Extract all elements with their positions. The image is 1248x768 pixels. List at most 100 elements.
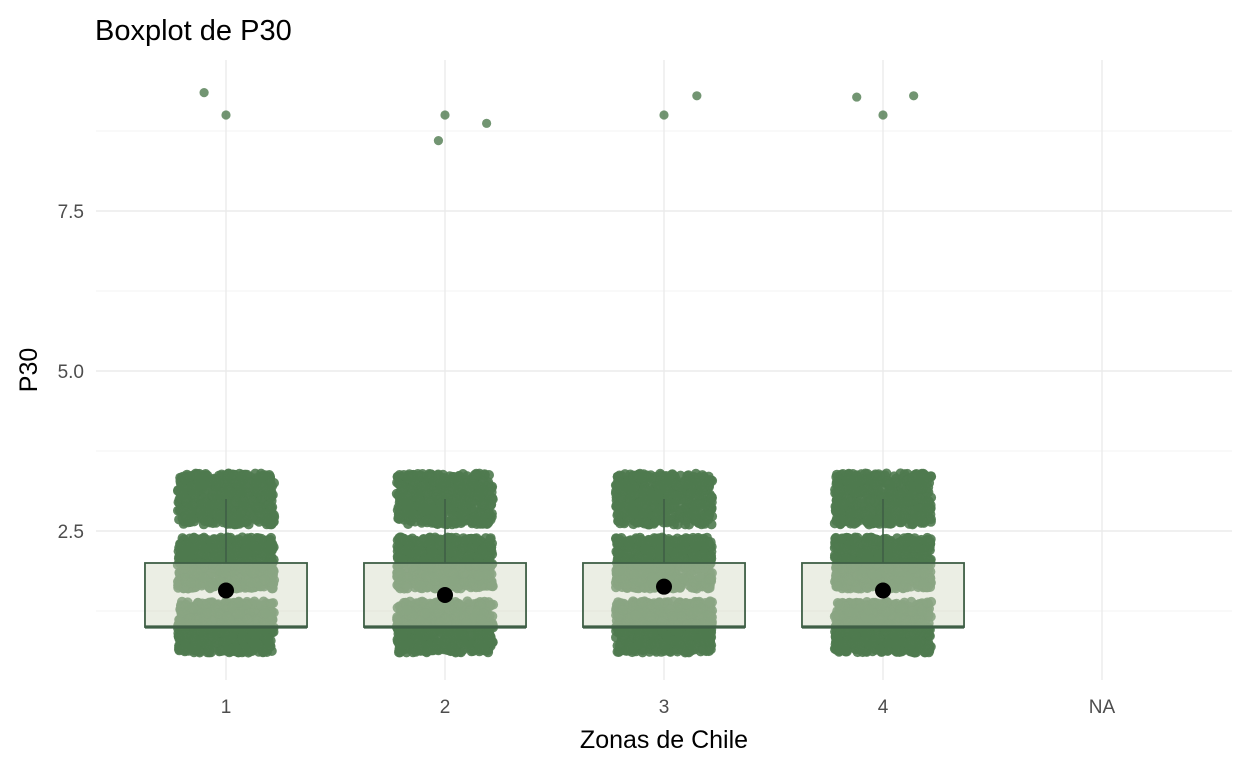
- jitter-point: [466, 516, 477, 527]
- jitter-point: [705, 636, 716, 647]
- jitter-point: [659, 641, 670, 651]
- jitter-point: [399, 496, 410, 507]
- jitter-point: [181, 545, 192, 556]
- jitter-point: [216, 645, 227, 656]
- jitter-point: [231, 644, 242, 655]
- jitter-point: [633, 639, 643, 650]
- jitter-point: [269, 478, 279, 488]
- jitter-point: [219, 636, 230, 647]
- jitter-point: [693, 537, 704, 548]
- jitter-point: [473, 553, 484, 564]
- jitter-point: [210, 552, 220, 563]
- jitter-point: [203, 645, 214, 656]
- jitter-point: [207, 490, 218, 501]
- jitter-point: [434, 506, 445, 516]
- jitter-point: [266, 599, 277, 610]
- jitter-point: [424, 504, 434, 515]
- jitter-point: [413, 643, 423, 654]
- jitter-point: [213, 608, 224, 619]
- jitter-point: [404, 541, 415, 552]
- jitter-point: [421, 537, 432, 548]
- jitter-point: [200, 600, 211, 611]
- jitter-point: [209, 534, 220, 545]
- jitter-point: [237, 634, 248, 645]
- jitter-point: [416, 546, 426, 557]
- jitter-point: [428, 516, 439, 527]
- jitter-point: [478, 476, 489, 487]
- jitter-point: [241, 599, 252, 610]
- jitter-point: [264, 540, 275, 551]
- jitter-point: [460, 535, 471, 545]
- jitter-point: [695, 646, 706, 657]
- jitter-point: [621, 645, 632, 656]
- jitter-point: [233, 597, 244, 608]
- jitter-point: [482, 518, 492, 529]
- jitter-point: [174, 616, 185, 627]
- jitter-point: [211, 508, 222, 519]
- jitter-point: [413, 634, 424, 645]
- jitter-point: [472, 535, 482, 546]
- jitter-point: [229, 547, 239, 558]
- jitter-point: [182, 469, 192, 480]
- jitter-point: [454, 479, 465, 489]
- jitter-point: [612, 640, 623, 651]
- jitter-point: [260, 608, 271, 619]
- jitter-point: [466, 477, 477, 488]
- jitter-point: [623, 537, 634, 548]
- jitter-point: [426, 628, 437, 639]
- jitter-point: [478, 485, 489, 496]
- jitter-point: [484, 508, 495, 519]
- jitter-point: [428, 547, 439, 558]
- jitter-point: [413, 492, 424, 503]
- jitter-point: [256, 471, 267, 482]
- jitter-point: [232, 609, 243, 619]
- jitter-point: [412, 470, 423, 481]
- jitter-point: [265, 503, 276, 514]
- jitter-point: [222, 611, 233, 622]
- jitter-point: [247, 638, 258, 648]
- jitter-point: [177, 644, 187, 655]
- jitter-point: [257, 647, 268, 658]
- jitter-point: [453, 550, 464, 561]
- jitter-point: [451, 535, 462, 546]
- jitter-point: [256, 600, 267, 611]
- jitter-point: [613, 548, 624, 559]
- jitter-point: [196, 504, 207, 515]
- jitter-point: [178, 483, 189, 494]
- jitter-point: [222, 511, 233, 522]
- jitter-point: [704, 540, 715, 551]
- jitter-point: [188, 533, 199, 544]
- jitter-point: [176, 607, 187, 618]
- jitter-point: [454, 629, 465, 640]
- jitter-point: [457, 501, 468, 512]
- jitter-point: [640, 544, 650, 555]
- jitter-point: [242, 469, 252, 480]
- jitter-point: [238, 500, 249, 511]
- jitter-point: [467, 505, 478, 516]
- jitter-point: [223, 470, 234, 481]
- jitter-point: [438, 538, 449, 549]
- jitter-point: [266, 486, 277, 497]
- jitter-point: [473, 629, 484, 639]
- jitter-point: [194, 468, 205, 479]
- jitter-point: [650, 641, 661, 652]
- jitter-point: [185, 517, 196, 527]
- jitter-point: [408, 509, 419, 520]
- jitter-point: [262, 634, 272, 645]
- jitter-point: [268, 516, 279, 527]
- jitter-point: [202, 608, 213, 619]
- jitter-point: [198, 519, 209, 530]
- jitter-point: [447, 515, 458, 526]
- chart-title: Boxplot de P30: [95, 15, 292, 47]
- jitter-point: [253, 627, 264, 638]
- jitter-point: [447, 642, 458, 652]
- jitter-point: [670, 537, 680, 548]
- jitter-point: [396, 480, 407, 491]
- jitter-point: [466, 646, 477, 657]
- jitter-point: [423, 640, 434, 651]
- jitter-point: [222, 481, 233, 492]
- jitter-point: [678, 645, 689, 656]
- jitter-point: [190, 634, 201, 645]
- jitter-point: [242, 614, 253, 625]
